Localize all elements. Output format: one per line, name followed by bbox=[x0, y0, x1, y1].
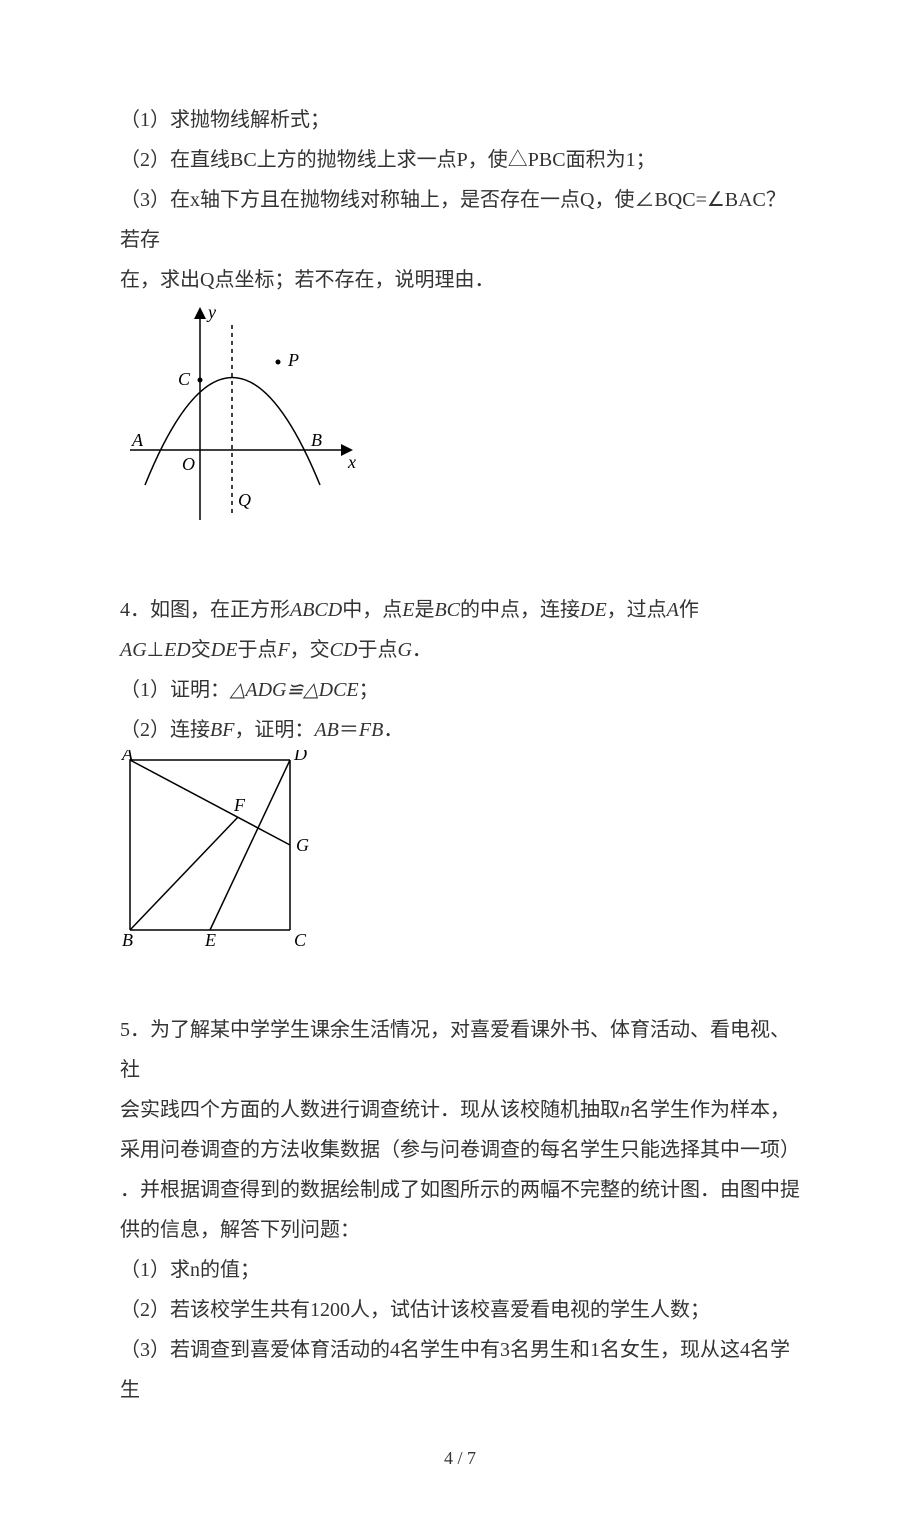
q3-part3-l1: （3）在x轴下方且在抛物线对称轴上，是否存在一点Q，使∠BQC=∠BAC？若存 bbox=[120, 180, 800, 260]
svg-text:A: A bbox=[131, 430, 144, 450]
svg-text:B: B bbox=[122, 930, 133, 950]
page-footer: 4 / 7 bbox=[120, 1440, 800, 1476]
svg-text:O: O bbox=[182, 454, 195, 474]
svg-text:C: C bbox=[178, 369, 191, 389]
svg-text:y: y bbox=[206, 302, 216, 322]
q5-line5: 供的信息，解答下列问题： bbox=[120, 1210, 800, 1250]
q4-figure: A D B C E G F bbox=[120, 750, 320, 950]
q5-line1: 5．为了解某中学学生课余生活情况，对喜爱看课外书、体育活动、看电视、社 bbox=[120, 1010, 800, 1090]
q3-part3-l2: 在，求出Q点坐标；若不存在，说明理由． bbox=[120, 260, 800, 300]
q5-part2: （2）若该校学生共有1200人，试估计该校喜爱看电视的学生人数； bbox=[120, 1290, 800, 1330]
q5-part3: （3）若调查到喜爱体育活动的4名学生中有3名男生和1名女生，现从这4名学生 bbox=[120, 1330, 800, 1410]
q3-figure: y x O A B C P Q bbox=[120, 300, 360, 530]
svg-text:A: A bbox=[121, 750, 134, 764]
q3-part1: （1）求抛物线解析式； bbox=[120, 100, 800, 140]
q5-line3: 采用问卷调查的方法收集数据（参与问卷调查的每名学生只能选择其中一项） bbox=[120, 1130, 800, 1170]
q3-part2: （2）在直线BC上方的抛物线上求一点P，使△PBC面积为1； bbox=[120, 140, 800, 180]
q5-num: 5． bbox=[120, 1019, 150, 1041]
svg-text:P: P bbox=[287, 350, 299, 370]
q5-part1: （1）求n的值； bbox=[120, 1250, 800, 1290]
svg-text:E: E bbox=[204, 930, 216, 950]
q4-num: 4． bbox=[120, 599, 150, 621]
q4-part2: （2）连接BF，证明：AB＝FB． bbox=[120, 710, 800, 750]
svg-text:C: C bbox=[294, 930, 307, 950]
svg-text:B: B bbox=[311, 430, 322, 450]
q5-line2: 会实践四个方面的人数进行调查统计．现从该校随机抽取n名学生作为样本， bbox=[120, 1090, 800, 1130]
q4-line1: 4．如图，在正方形ABCD中，点E是BC的中点，连接DE，过点A作 bbox=[120, 590, 800, 630]
svg-text:x: x bbox=[347, 452, 356, 472]
q4-part1: （1）证明：△ADG≌△DCE； bbox=[120, 670, 800, 710]
q5-line4: ．并根据调查得到的数据绘制成了如图所示的两幅不完整的统计图．由图中提 bbox=[120, 1170, 800, 1210]
q4-line2: AG⊥ED交DE于点F，交CD于点G． bbox=[120, 630, 800, 670]
svg-text:Q: Q bbox=[238, 490, 251, 510]
svg-text:G: G bbox=[296, 835, 309, 855]
svg-text:F: F bbox=[233, 795, 246, 815]
svg-text:D: D bbox=[293, 750, 307, 764]
